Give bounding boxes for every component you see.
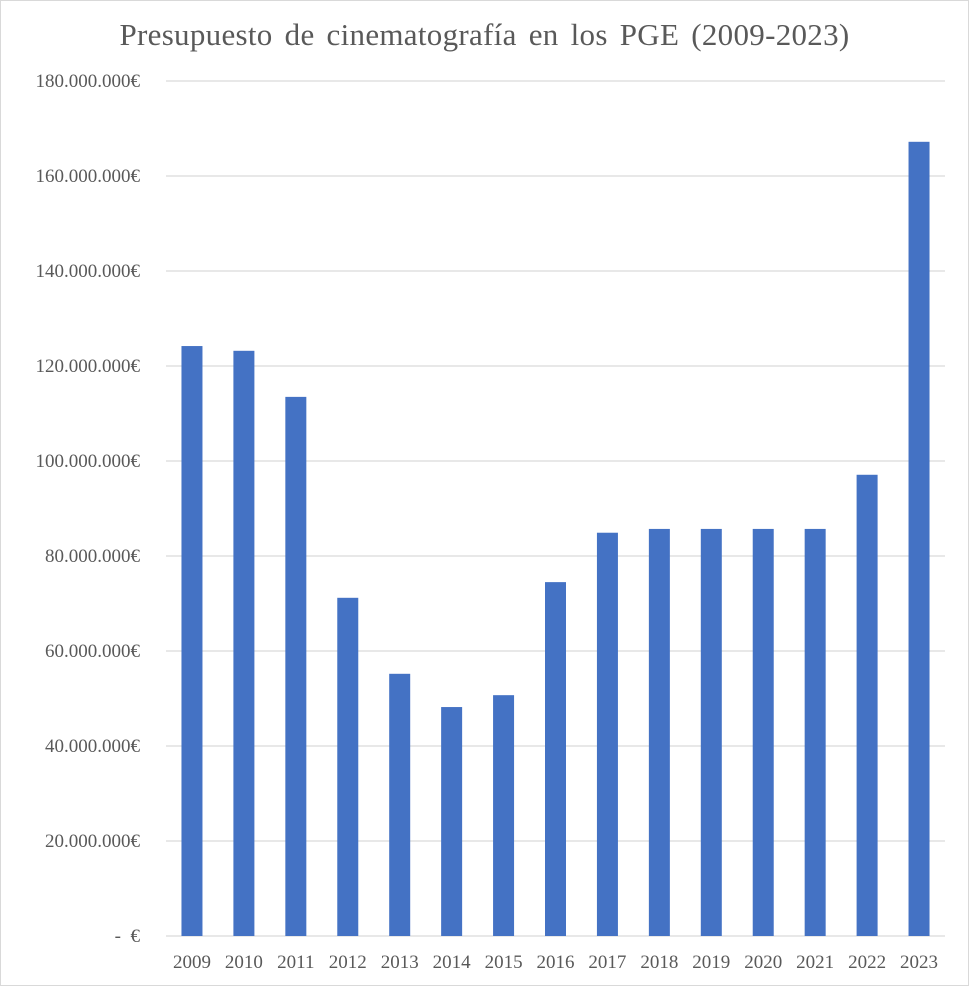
y-axis-ticks: - € 20.000.000€ 40.000.000€ 60.000.000€ 80.0… (36, 71, 141, 947)
bar-2019 (700, 528, 722, 936)
x-tick-label: 2010 (225, 952, 263, 973)
y-tick-label: 80.000.000€ (45, 546, 141, 567)
x-tick-label: 2014 (433, 952, 472, 973)
y-tick-label: 60.000.000€ (45, 641, 141, 662)
x-tick-label: 2011 (277, 952, 314, 973)
y-tick-label: 160.000.000€ (36, 166, 141, 187)
x-tick-label: 2013 (381, 952, 419, 973)
y-tick-label: 140.000.000€ (36, 261, 141, 282)
bar-2016 (545, 582, 566, 936)
bar-2020 (752, 528, 774, 936)
x-tick-label: 2015 (485, 952, 523, 973)
bar-2018 (648, 528, 670, 936)
bar-2012 (337, 597, 359, 936)
bar-2022 (856, 474, 878, 936)
bar-2015 (493, 695, 515, 936)
bar-2009 (181, 346, 203, 936)
y-tick-label: 100.000.000€ (36, 451, 141, 472)
y-tick-label: 40.000.000€ (45, 736, 141, 757)
x-tick-label: 2009 (173, 952, 211, 973)
x-tick-label: 2019 (692, 952, 730, 973)
x-tick-label: 2020 (744, 952, 782, 973)
bar-2017 (596, 532, 618, 936)
x-tick-label: 2023 (900, 952, 938, 973)
x-tick-label: 2021 (796, 952, 834, 973)
bar-2011 (285, 396, 307, 936)
bar-2021 (804, 528, 826, 936)
x-tick-label: 2012 (329, 952, 367, 973)
bars (181, 141, 930, 937)
bar-2013 (389, 673, 411, 936)
x-axis-ticks: 2009 2010 2011 2012 2013 2014 2015 2016 2017 2018… (173, 952, 938, 973)
y-tick-label: 180.000.000€ (36, 71, 141, 92)
x-tick-label: 2018 (640, 952, 678, 973)
bar-2014 (441, 707, 463, 936)
y-tick-label: 120.000.000€ (36, 356, 141, 377)
bar-2023 (908, 141, 930, 937)
y-tick-label: - € (115, 926, 141, 947)
x-tick-label: 2016 (537, 952, 575, 973)
x-tick-label: 2017 (588, 952, 626, 973)
chart-title: Presupuesto de cinematografía en los PGE… (119, 17, 850, 52)
y-tick-label: 20.000.000€ (45, 831, 141, 852)
bar-2010 (233, 350, 255, 936)
x-tick-label: 2022 (848, 952, 886, 973)
